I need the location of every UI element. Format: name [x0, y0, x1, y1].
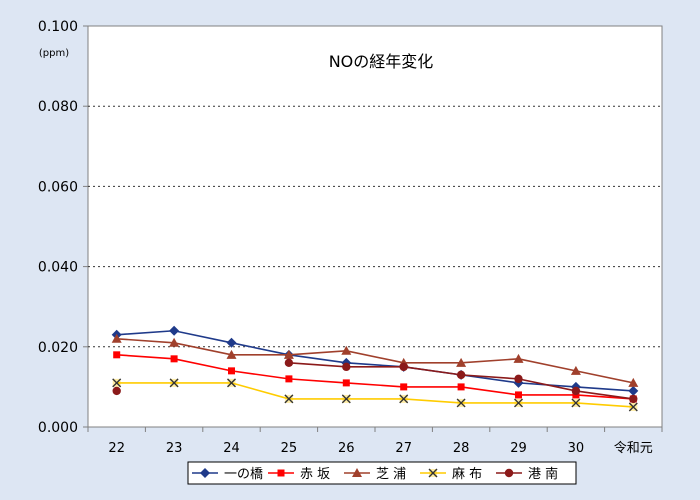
- legend-label: 麻 布: [452, 467, 482, 482]
- x-axis: 22 23 24 25 26 27 28 29 30 令和元: [87, 427, 663, 456]
- grid: [88, 105, 662, 348]
- legend-item: 芝 浦: [344, 466, 406, 482]
- legend: 一の橋 赤 坂 芝 浦 麻 布 港 南: [187, 461, 577, 485]
- series-4: [112, 378, 638, 412]
- marker-stroke: [456, 398, 466, 408]
- data-point: [456, 357, 467, 367]
- data-point: [283, 349, 294, 359]
- marker-stroke: [399, 394, 409, 404]
- marker-stroke: [571, 398, 581, 408]
- legend-item: 一の橋: [192, 467, 263, 482]
- x-tick-label: 22: [108, 441, 125, 456]
- series-line: [116, 337, 634, 384]
- data-point: [513, 353, 524, 363]
- data-point: [169, 378, 179, 388]
- marker-stroke: [514, 398, 523, 408]
- data-point: [571, 398, 581, 408]
- data-point: [570, 365, 581, 375]
- data-point: [571, 386, 581, 396]
- legend-item: 麻 布: [420, 467, 482, 482]
- y-axis: 0.000 0.020 0.040 0.060 0.080 0.100: [38, 19, 88, 436]
- x-tick-label: 24: [223, 441, 240, 456]
- y-tick-label: 0.060: [38, 179, 78, 195]
- x-tick-label: 29: [510, 441, 527, 456]
- x-tick-label: 28: [453, 441, 470, 456]
- y-tick-label: 0.100: [38, 19, 78, 35]
- data-point: [111, 333, 122, 343]
- x-tick-label: 30: [568, 441, 585, 456]
- series-line: [116, 382, 634, 408]
- series-3: [111, 333, 639, 387]
- data-point: [112, 386, 121, 396]
- y-tick-label: 0.040: [38, 260, 78, 276]
- marker-stroke: [169, 378, 179, 388]
- legend-item: 港 南: [496, 466, 558, 482]
- marker-stroke: [428, 468, 438, 478]
- data-point: [399, 394, 409, 404]
- data-point: [342, 362, 351, 372]
- data-point: [514, 398, 523, 408]
- data-point: [226, 337, 237, 348]
- data-point: [515, 391, 522, 399]
- y-tick-label: 0.020: [38, 340, 78, 356]
- legend-marker: [277, 469, 285, 477]
- series-5: [112, 358, 638, 404]
- marker-stroke: [341, 394, 351, 404]
- legend-marker: [200, 468, 210, 478]
- data-point: [170, 355, 178, 363]
- x-tick-label: 令和元: [614, 441, 653, 456]
- legend-label: 芝 浦: [376, 466, 406, 482]
- series-2: [113, 351, 637, 403]
- data-point: [628, 402, 638, 412]
- y-tick-label: 0.000: [38, 420, 78, 436]
- legend-marker: [352, 468, 362, 477]
- legend-marker: [428, 468, 438, 478]
- data-point: [629, 394, 638, 404]
- x-tick-label: 27: [395, 441, 412, 456]
- data-point: [456, 398, 466, 408]
- data-point: [456, 370, 466, 380]
- data-point: [514, 374, 523, 384]
- data-point: [226, 349, 237, 359]
- data-point: [169, 337, 180, 347]
- data-point: [284, 358, 294, 368]
- data-point: [400, 383, 408, 391]
- data-point: [457, 383, 465, 391]
- data-point: [112, 378, 122, 388]
- data-point: [628, 385, 639, 396]
- legend-item: 赤 坂: [268, 467, 330, 482]
- series-line: [116, 354, 634, 400]
- data-point: [284, 394, 294, 404]
- legend-label: 赤 坂: [300, 467, 330, 482]
- legend-label: 一の橋: [224, 467, 263, 482]
- chart-title: NOの経年変化: [329, 52, 434, 71]
- data-point: [113, 351, 121, 359]
- x-tick-label: 25: [281, 441, 298, 456]
- data-point: [227, 378, 236, 388]
- legend-box: [187, 461, 577, 485]
- data-point: [228, 367, 235, 375]
- y-axis-unit: (ppm): [39, 48, 69, 59]
- series-layer: [111, 325, 639, 412]
- data-point: [628, 377, 639, 387]
- marker-stroke: [112, 378, 122, 388]
- marker-stroke: [628, 402, 638, 412]
- marker-stroke: [284, 394, 294, 404]
- legend-label: 港 南: [528, 466, 558, 482]
- data-point: [341, 394, 351, 404]
- y-tick-label: 0.080: [38, 99, 78, 115]
- data-point: [341, 345, 352, 355]
- data-point: [169, 325, 180, 336]
- data-point: [285, 375, 293, 383]
- marker-stroke: [227, 378, 236, 388]
- x-tick-label: 23: [166, 441, 183, 456]
- data-point: [399, 362, 408, 372]
- legend-marker: [504, 468, 514, 478]
- x-tick-label: 26: [338, 441, 355, 456]
- data-point: [342, 379, 350, 387]
